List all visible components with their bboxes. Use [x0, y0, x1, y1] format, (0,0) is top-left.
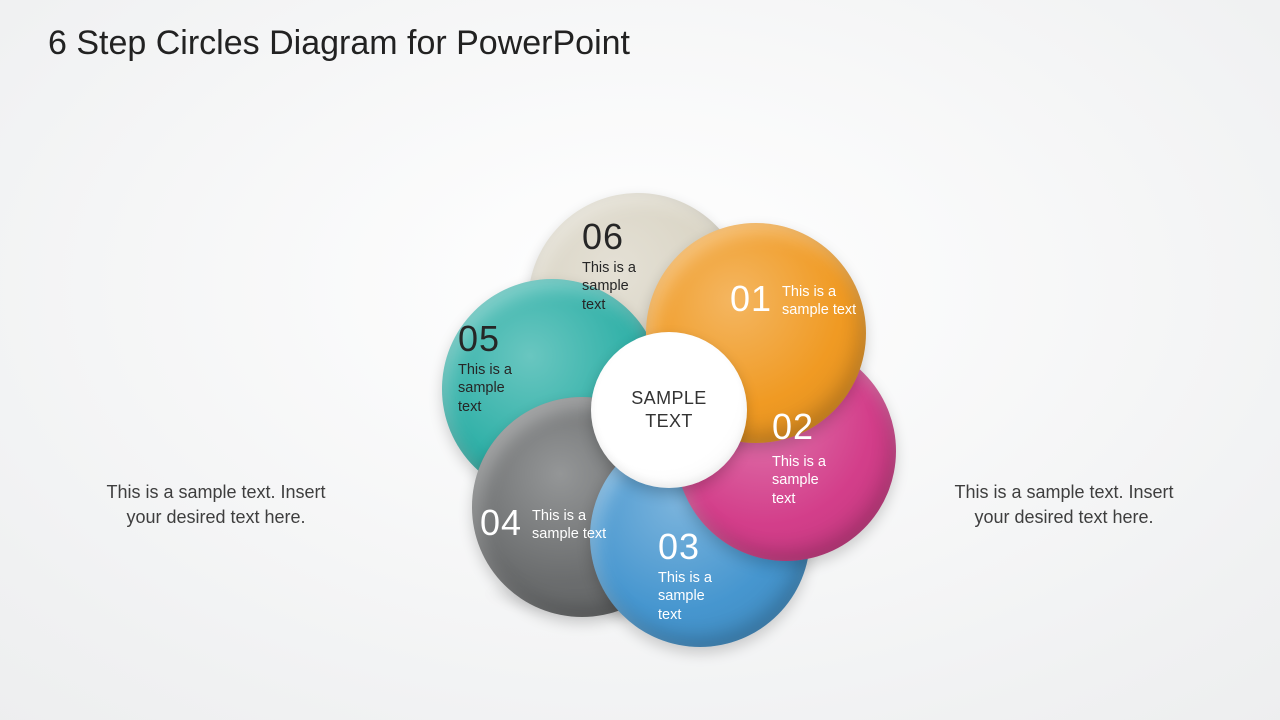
petal-05-desc: This is a sample text [458, 359, 512, 417]
petal-05-number: 05 [458, 321, 500, 357]
diagram-center-disc: SAMPLE TEXT [591, 332, 747, 488]
petal-01-number: 01 [730, 281, 772, 317]
slide-title: 6 Step Circles Diagram for PowerPoint [48, 24, 630, 63]
petal-03-number: 03 [658, 529, 700, 565]
petal-01-desc: This is a sample text [782, 281, 856, 320]
petal-06-number: 06 [582, 219, 624, 255]
side-text-left: This is a sample text. Insert your desir… [96, 480, 336, 530]
petal-03-label: 03 This is a sample text [658, 529, 712, 625]
petal-02-number: 02 [772, 409, 814, 445]
petal-04-desc: This is a sample text [532, 505, 606, 544]
petal-06-desc: This is a sample text [582, 257, 636, 315]
side-text-right: This is a sample text. Insert your desir… [944, 480, 1184, 530]
petal-02-label: 02 This is a sample text [772, 409, 826, 509]
petal-03-desc: This is a sample text [658, 567, 712, 625]
petal-02-desc: This is a sample text [772, 451, 826, 509]
slide-canvas: 6 Step Circles Diagram for PowerPoint SA… [0, 0, 1280, 720]
petal-06-label: 06 This is a sample text [582, 219, 636, 315]
petal-01-label: 01 This is a sample text [730, 281, 856, 320]
diagram-center-label: SAMPLE TEXT [631, 387, 706, 432]
six-step-circles-diagram: SAMPLE TEXT 01 This is a sample text 02 … [360, 109, 920, 669]
petal-04-number: 04 [480, 505, 522, 541]
petal-04-label: 04 This is a sample text [480, 505, 606, 544]
petal-05-label: 05 This is a sample text [458, 321, 512, 417]
